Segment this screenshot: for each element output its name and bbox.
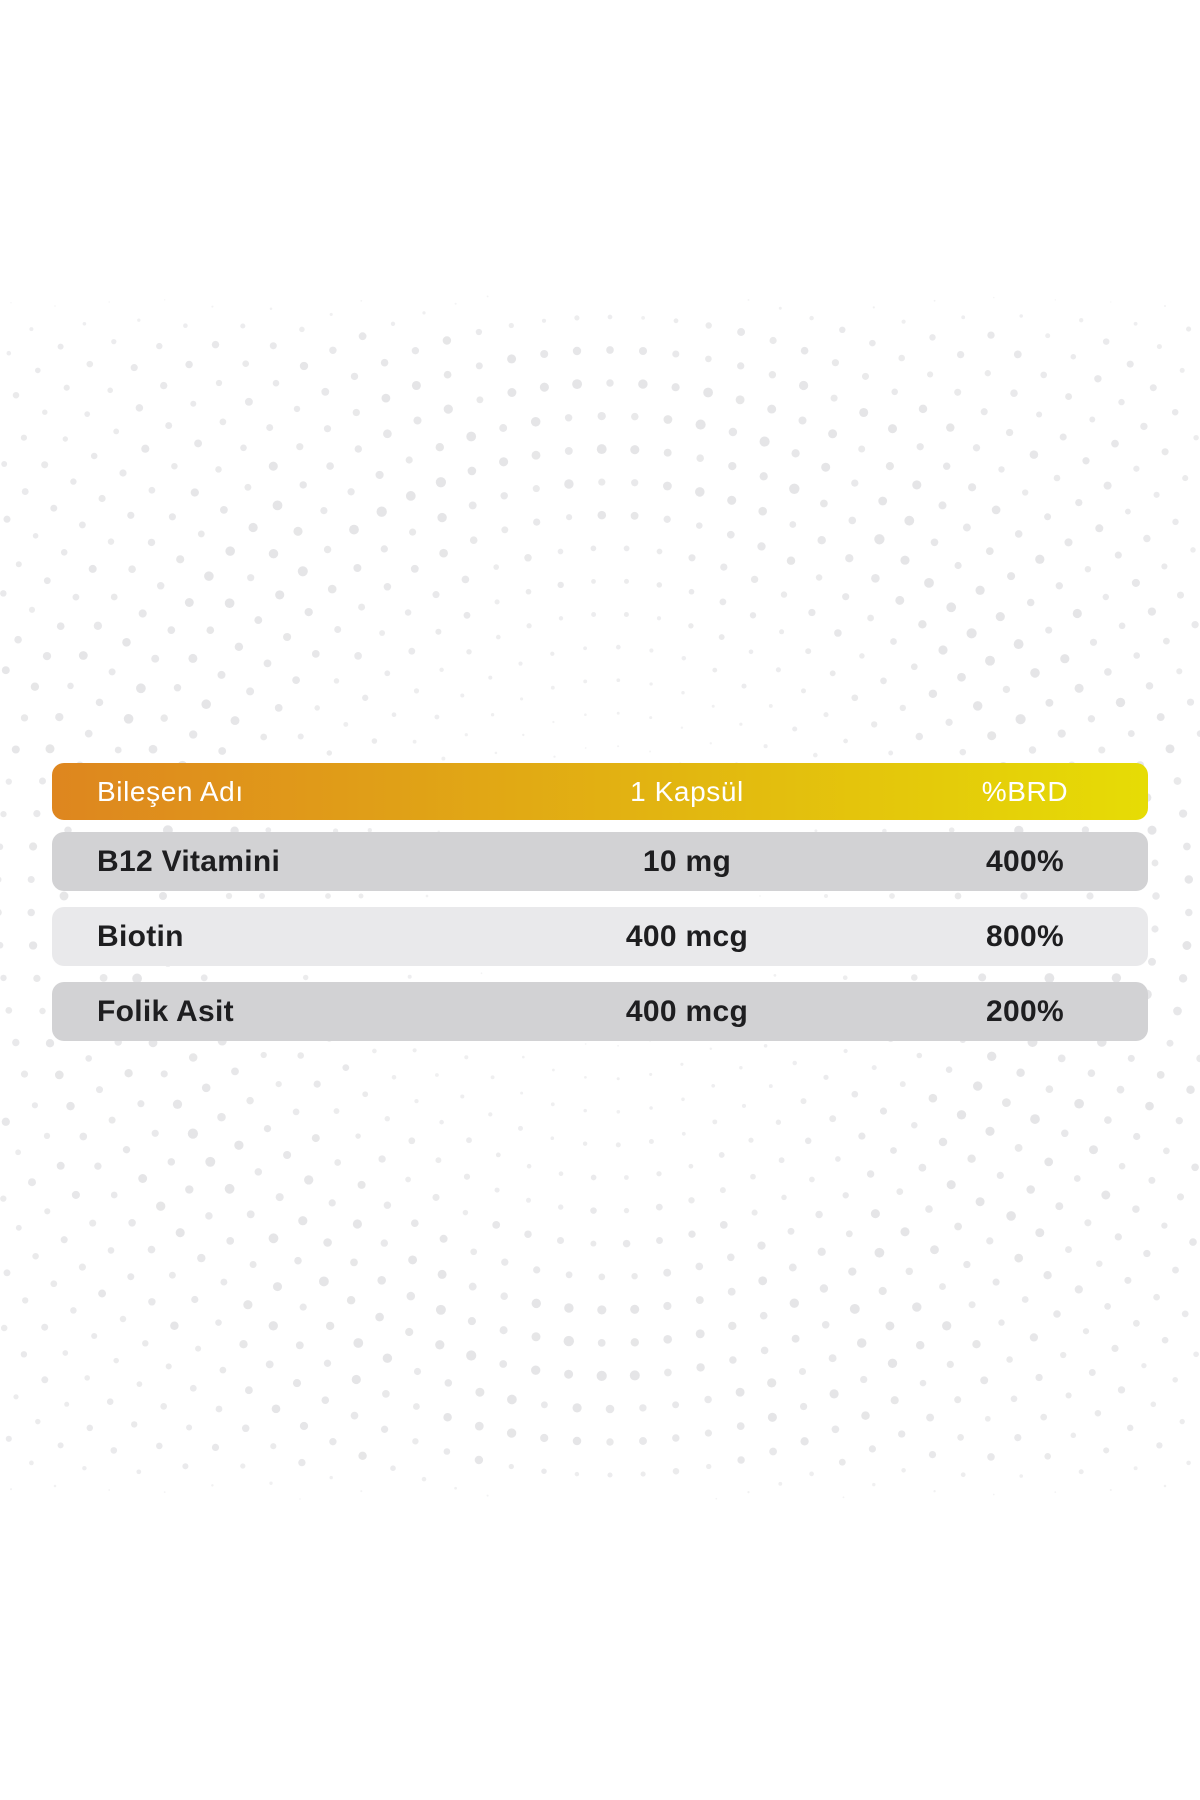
row-amount: 10 mg	[642, 844, 732, 878]
row-amount: 400 mcg	[625, 919, 749, 953]
row-brd: 400%	[986, 844, 1064, 878]
table-row: B12 Vitamini 10 mg 400%	[52, 832, 1148, 891]
table-row: Biotin 400 mcg 800%	[52, 907, 1148, 966]
header-component-name: Bileşen Adı	[97, 775, 244, 807]
row-component-name: B12 Vitamini	[97, 844, 281, 878]
row-component-name: Folik Asit	[97, 994, 234, 1028]
supplement-facts-table: Bileşen Adı 1 Kapsül %BRD B12 Vitamini 1…	[52, 763, 1148, 1057]
row-brd: 200%	[986, 994, 1064, 1028]
row-amount: 400 mcg	[625, 994, 749, 1028]
header-serving: 1 Kapsül	[630, 775, 744, 807]
row-component-name: Biotin	[97, 919, 184, 953]
table-header-row: Bileşen Adı 1 Kapsül %BRD	[52, 763, 1148, 820]
header-brd: %BRD	[981, 775, 1069, 807]
table-row: Folik Asit 400 mcg 200%	[52, 982, 1148, 1041]
row-brd: 800%	[986, 919, 1064, 953]
